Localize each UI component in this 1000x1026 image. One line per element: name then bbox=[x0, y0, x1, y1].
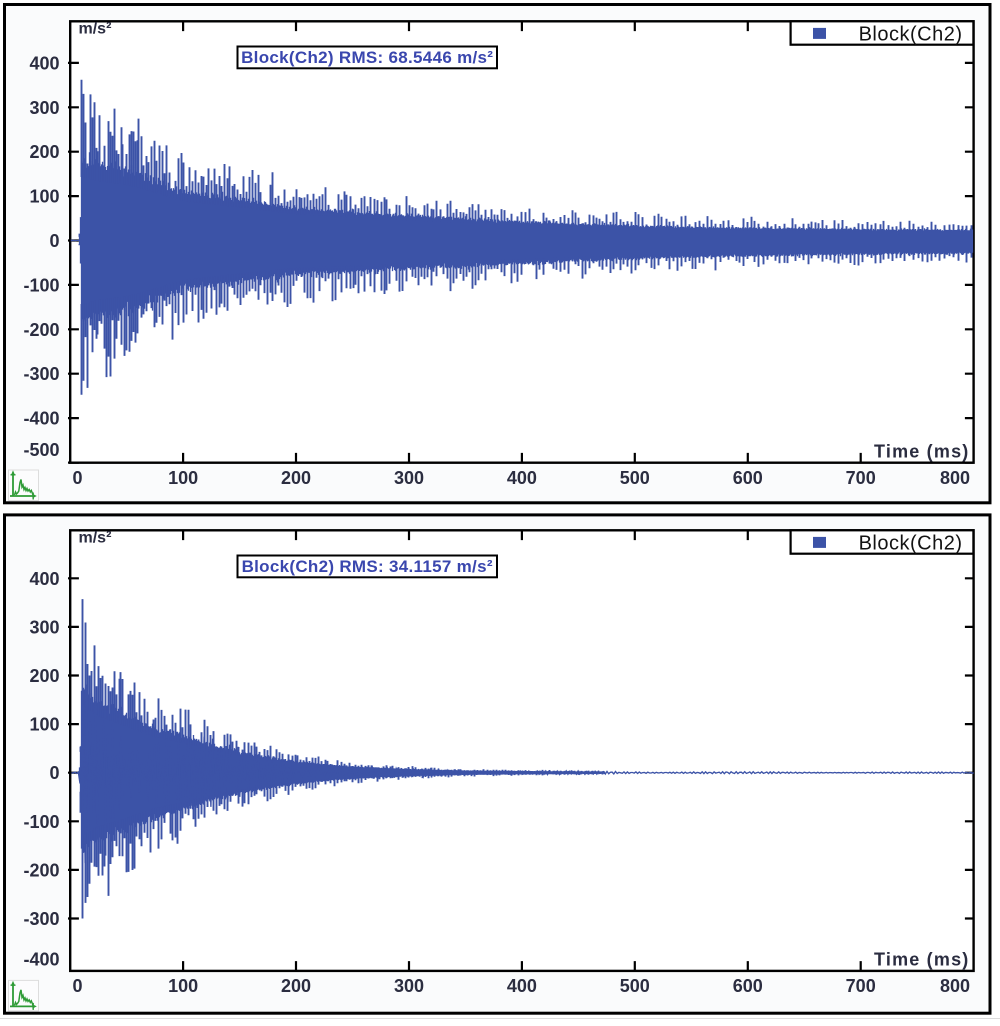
svg-text:400: 400 bbox=[29, 569, 59, 589]
svg-text:400: 400 bbox=[29, 53, 59, 73]
svg-text:Time (ms): Time (ms) bbox=[874, 950, 970, 970]
svg-text:200: 200 bbox=[29, 666, 59, 686]
svg-text:-300: -300 bbox=[23, 909, 59, 929]
svg-text:Block(Ch2): Block(Ch2) bbox=[859, 23, 963, 45]
svg-text:400: 400 bbox=[507, 468, 537, 488]
svg-text:m/s²: m/s² bbox=[79, 21, 112, 38]
svg-text:-500: -500 bbox=[23, 440, 59, 460]
svg-text:800: 800 bbox=[940, 976, 970, 996]
svg-text:Block(Ch2): Block(Ch2) bbox=[859, 532, 963, 554]
svg-text:700: 700 bbox=[846, 468, 876, 488]
svg-text:-400: -400 bbox=[23, 409, 59, 429]
svg-text:200: 200 bbox=[281, 976, 311, 996]
svg-text:600: 600 bbox=[733, 468, 763, 488]
svg-text:m/s²: m/s² bbox=[79, 530, 112, 547]
svg-text:700: 700 bbox=[846, 976, 876, 996]
svg-text:300: 300 bbox=[29, 98, 59, 118]
svg-text:0: 0 bbox=[72, 976, 82, 996]
svg-text:-300: -300 bbox=[23, 364, 59, 384]
svg-text:-200: -200 bbox=[23, 860, 59, 880]
svg-text:300: 300 bbox=[29, 617, 59, 637]
svg-text:300: 300 bbox=[394, 468, 424, 488]
svg-text:500: 500 bbox=[620, 976, 650, 996]
svg-text:400: 400 bbox=[507, 976, 537, 996]
svg-text:0: 0 bbox=[72, 468, 82, 488]
svg-text:Block(Ch2) RMS: 68.5446 m/s²: Block(Ch2) RMS: 68.5446 m/s² bbox=[241, 48, 493, 67]
svg-text:-200: -200 bbox=[23, 320, 59, 340]
svg-text:800: 800 bbox=[940, 468, 970, 488]
svg-text:0: 0 bbox=[49, 763, 59, 783]
svg-text:100: 100 bbox=[168, 976, 198, 996]
svg-text:200: 200 bbox=[281, 468, 311, 488]
svg-text:100: 100 bbox=[168, 468, 198, 488]
svg-text:-400: -400 bbox=[23, 950, 59, 970]
svg-text:-100: -100 bbox=[23, 275, 59, 295]
svg-text:600: 600 bbox=[733, 976, 763, 996]
svg-text:0: 0 bbox=[49, 231, 59, 251]
svg-text:100: 100 bbox=[29, 715, 59, 735]
svg-text:200: 200 bbox=[29, 142, 59, 162]
svg-text:Time (ms): Time (ms) bbox=[874, 442, 970, 462]
svg-text:300: 300 bbox=[394, 976, 424, 996]
svg-text:Block(Ch2) RMS: 34.1157 m/s²: Block(Ch2) RMS: 34.1157 m/s² bbox=[242, 557, 493, 576]
svg-text:500: 500 bbox=[620, 468, 650, 488]
svg-text:100: 100 bbox=[29, 187, 59, 207]
svg-text:-100: -100 bbox=[23, 812, 59, 832]
